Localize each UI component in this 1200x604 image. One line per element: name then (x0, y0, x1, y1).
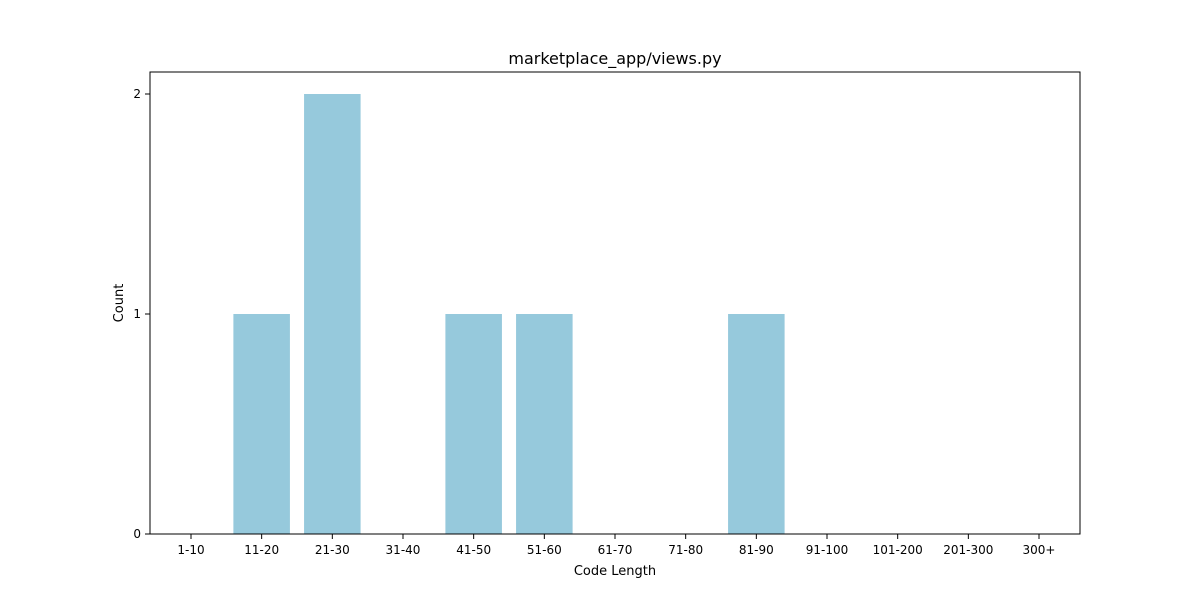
x-tick-label: 61-70 (598, 543, 633, 557)
x-tick-label: 11-20 (244, 543, 279, 557)
x-axis-label: Code Length (574, 564, 656, 579)
chart-title: marketplace_app/views.py (508, 49, 721, 69)
x-tick-label: 300+ (1023, 543, 1056, 557)
y-tick-label: 0 (133, 527, 141, 541)
y-axis-label: Count (112, 284, 127, 323)
x-tick-label: 31-40 (386, 543, 421, 557)
x-axis-ticks: 1-10 11-20 21-30 31-40 41-50 51-60 61-70 71-80 8… (177, 534, 1055, 557)
y-tick-label: 2 (133, 87, 141, 101)
x-tick-label: 21-30 (315, 543, 350, 557)
bar-11-20 (233, 314, 290, 534)
bars-group (233, 94, 785, 534)
x-tick-label: 51-60 (527, 543, 562, 557)
bar-81-90 (728, 314, 785, 534)
bar-41-50 (445, 314, 502, 534)
x-tick-label: 71-80 (668, 543, 703, 557)
x-tick-label: 41-50 (456, 543, 491, 557)
x-tick-label: 201-300 (943, 543, 993, 557)
x-tick-label: 91-100 (806, 543, 849, 557)
x-tick-label: 1-10 (177, 543, 204, 557)
plot-area-frame (149, 71, 1081, 535)
y-axis-ticks: 0 1 2 (133, 87, 150, 541)
bar-21-30 (304, 94, 361, 534)
y-tick-label: 1 (133, 307, 141, 321)
x-tick-label: 81-90 (739, 543, 774, 557)
x-tick-label: 101-200 (873, 543, 923, 557)
bar-51-60 (516, 314, 573, 534)
